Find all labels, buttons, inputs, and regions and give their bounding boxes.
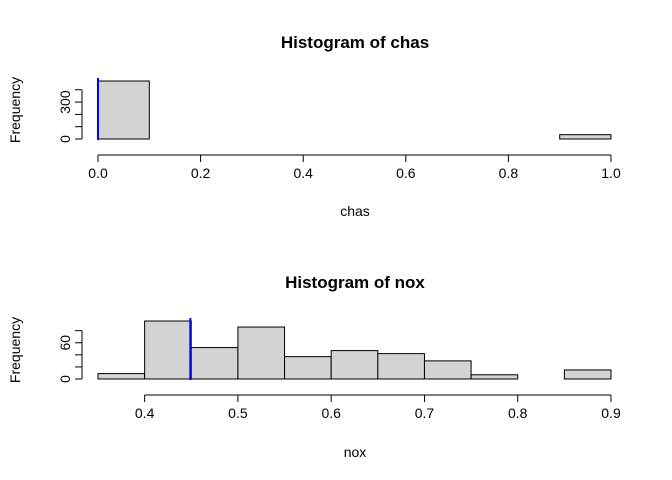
nox-bar-0: [97, 373, 146, 380]
nox-x-tick-label-5: 0.9: [601, 405, 621, 421]
nox-x-tick-label-0: 0.4: [135, 405, 155, 421]
nox-y-axis-label: Frequency: [7, 317, 23, 383]
nox-bar-4: [284, 356, 332, 380]
nox-x-tick-label-3: 0.7: [415, 405, 435, 421]
chas-x-tick-label-3: 0.6: [396, 165, 416, 181]
chas-y-tick-label-0: 0: [57, 135, 73, 143]
chas-bar-9: [559, 134, 612, 140]
nox-x-axis-label: nox: [344, 444, 367, 460]
nox-chart-title: Histogram of nox: [285, 273, 425, 292]
nox-bar-3: [237, 326, 286, 380]
chas-x-tick-label-4: 0.8: [499, 165, 519, 181]
nox-bar-8: [470, 374, 519, 380]
chas-chart-title: Histogram of chas: [281, 33, 429, 52]
chas-x-tick-label-1: 0.2: [191, 165, 211, 181]
nox-x-tick-label-2: 0.6: [321, 405, 341, 421]
chas-x-tick-label-5: 1.0: [601, 165, 621, 181]
nox-bar-1: [144, 320, 192, 380]
nox-bar-10: [563, 369, 612, 380]
nox-bar-7: [423, 360, 472, 380]
nox-y-tick-label-0: 0: [57, 375, 73, 383]
nox-x-tick-label-4: 0.8: [508, 405, 528, 421]
nox-y-tick-label-1: 60: [57, 335, 73, 351]
nox-bar-5: [330, 350, 379, 380]
chas-x-tick-label-2: 0.4: [293, 165, 313, 181]
nox-x-tick-label-1: 0.5: [228, 405, 248, 421]
nox-bar-6: [377, 353, 425, 380]
chas-x-axis-label: chas: [340, 203, 370, 219]
chas-y-axis-label: Frequency: [7, 77, 23, 143]
chas-bar-0: [97, 80, 150, 140]
chas-y-tick-label-1: 300: [57, 90, 73, 114]
nox-bar-2: [190, 347, 239, 380]
chas-x-tick-label-0: 0.0: [88, 165, 108, 181]
